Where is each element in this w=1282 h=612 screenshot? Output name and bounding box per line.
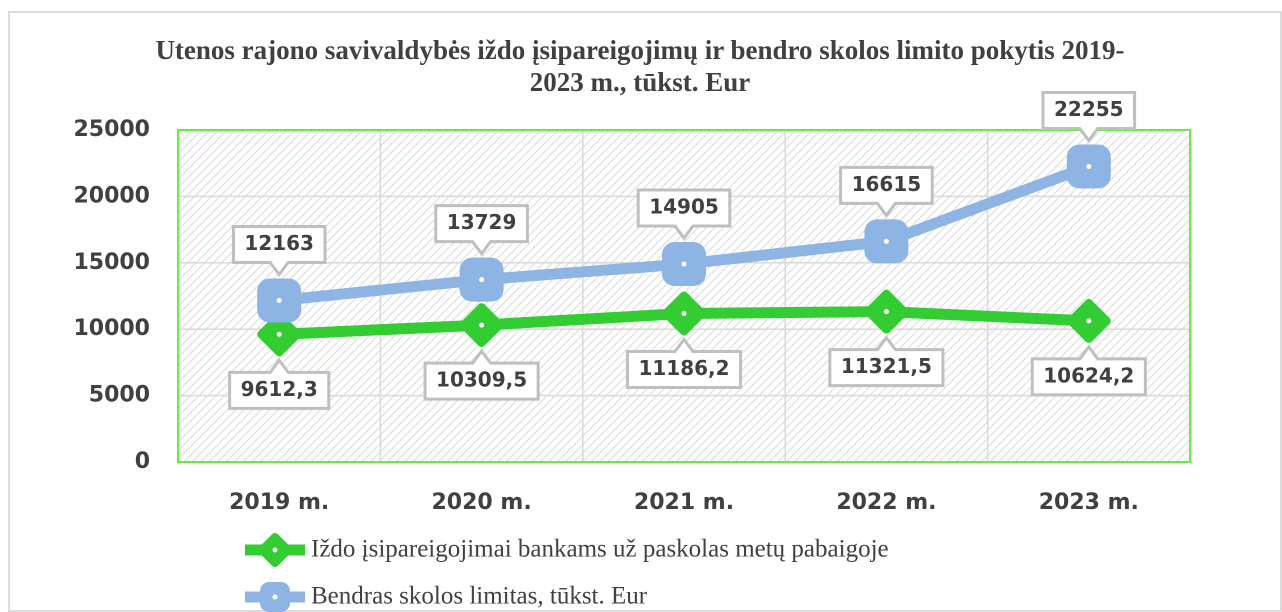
data-label-text: 11321,5 — [841, 354, 932, 378]
marker-dot — [681, 261, 687, 267]
data-label: 12163 — [231, 224, 327, 277]
data-label-text: 22255 — [1054, 97, 1124, 121]
data-label-box — [228, 357, 331, 410]
data-label-box — [839, 165, 934, 218]
data-label: 10624,2 — [1030, 344, 1147, 397]
marker-dot — [272, 594, 278, 600]
y-tick-label: 5000 — [89, 383, 150, 408]
data-label-box — [828, 335, 945, 388]
y-tick-label: 20000 — [73, 183, 150, 208]
data-label: 11186,2 — [625, 336, 743, 389]
x-tick-label: 2020 m. — [432, 490, 532, 515]
x-tick-label: 2023 m. — [1039, 490, 1139, 515]
data-label: 13729 — [434, 204, 529, 257]
legend-label: Bendras skolos limitas, tūkst. Eur — [311, 583, 648, 610]
data-label-box — [636, 188, 732, 241]
x-tick-label: 2019 m. — [229, 490, 329, 515]
x-tick-label: 2022 m. — [836, 490, 936, 515]
y-tick-label: 10000 — [73, 316, 150, 341]
marker-dot — [479, 277, 485, 283]
marker-dot — [276, 297, 282, 303]
marker-dot — [883, 238, 889, 244]
x-tick-label: 2021 m. — [634, 490, 734, 515]
marker-dot — [1086, 163, 1092, 169]
plot-border — [177, 129, 1191, 463]
data-label-box — [423, 348, 540, 401]
data-label: 16615 — [839, 165, 934, 218]
data-label-text: 14905 — [649, 195, 719, 219]
data-label-text: 13729 — [447, 210, 517, 234]
data-label: 10309,5 — [423, 348, 540, 401]
data-label-box — [434, 204, 529, 257]
data-label-box — [625, 336, 743, 389]
data-label-box — [1030, 344, 1147, 397]
data-label-text: 12163 — [244, 231, 314, 255]
chart-title: Utenos rajono savivaldybės iždo įsiparei… — [155, 35, 1125, 97]
y-tick-label: 15000 — [73, 250, 150, 275]
data-label: 14905 — [636, 188, 732, 241]
data-label: 9612,3 — [228, 357, 331, 410]
marker-dot — [276, 331, 282, 337]
marker-dot — [883, 309, 889, 315]
marker-dot — [272, 547, 278, 553]
data-label-text: 10309,5 — [436, 368, 527, 392]
data-label-text: 16615 — [852, 172, 922, 196]
legend-label: Iždo įsipareigojimai bankams už paskolas… — [311, 536, 889, 563]
data-label-text: 10624,2 — [1043, 363, 1134, 387]
marker-dot — [681, 310, 687, 316]
data-label: 11321,5 — [828, 335, 945, 388]
marker-dot — [479, 322, 485, 328]
data-label-text: 9612,3 — [241, 377, 318, 401]
y-tick-label: 25000 — [73, 117, 150, 142]
data-label-box — [1041, 90, 1137, 143]
marker-dot — [1086, 318, 1092, 324]
data-label-box — [231, 224, 327, 277]
data-label: 22255 — [1041, 90, 1137, 143]
data-label-text: 11186,2 — [638, 356, 729, 380]
y-tick-label: 0 — [135, 449, 150, 474]
